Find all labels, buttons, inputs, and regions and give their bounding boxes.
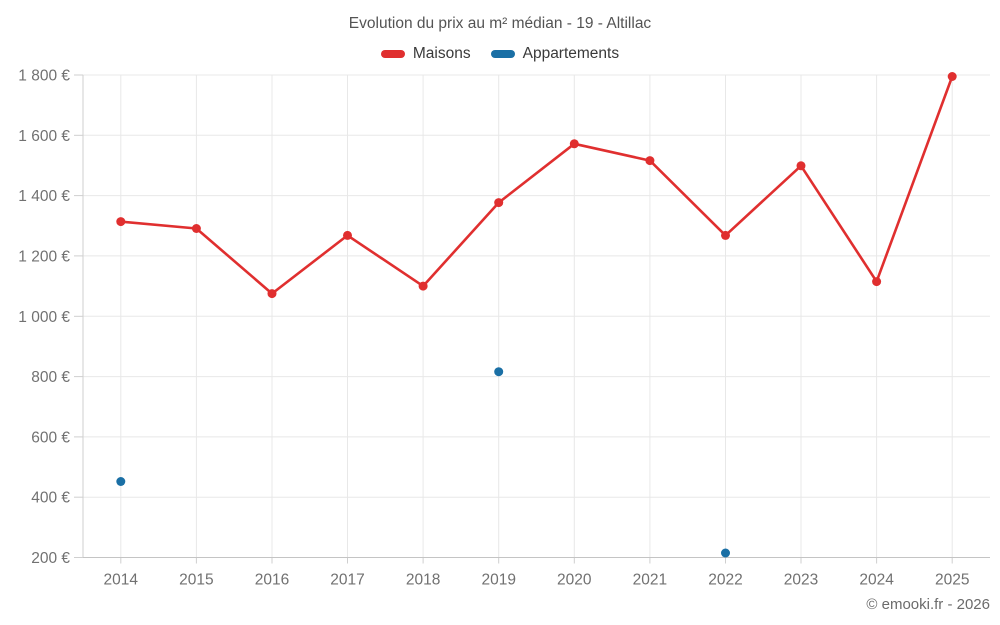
maisons-series-swatch-icon	[380, 50, 405, 58]
svg-text:2021: 2021	[633, 572, 667, 589]
svg-text:1 000 €: 1 000 €	[18, 309, 70, 326]
legend-label-maisons: Maisons	[412, 45, 471, 62]
copyright-footer: © emooki.fr - 2026	[866, 596, 990, 613]
svg-text:600 €: 600 €	[31, 429, 70, 446]
svg-text:1 600 €: 1 600 €	[18, 128, 70, 145]
svg-text:800 €: 800 €	[31, 369, 70, 386]
svg-text:1 200 €: 1 200 €	[18, 248, 70, 265]
svg-text:400 €: 400 €	[31, 490, 70, 507]
chart-legend: Maisons Appartements	[0, 45, 1000, 63]
legend-item-appartements[interactable]: Appartements	[490, 45, 620, 63]
legend-item-maisons[interactable]: Maisons	[380, 45, 471, 63]
svg-text:2019: 2019	[481, 572, 515, 589]
svg-text:1 800 €: 1 800 €	[18, 68, 70, 85]
svg-text:2018: 2018	[406, 572, 440, 589]
svg-text:2025: 2025	[935, 572, 969, 589]
appartements-series-swatch-icon	[490, 50, 515, 58]
legend-label-appartements: Appartements	[522, 45, 620, 62]
svg-text:2022: 2022	[708, 572, 742, 589]
svg-text:2015: 2015	[179, 572, 213, 589]
svg-text:2020: 2020	[557, 572, 592, 589]
svg-text:2014: 2014	[104, 572, 139, 589]
svg-text:2023: 2023	[784, 572, 818, 589]
svg-text:1 400 €: 1 400 €	[18, 188, 70, 205]
svg-text:2017: 2017	[330, 572, 364, 589]
svg-text:2024: 2024	[859, 572, 894, 589]
svg-text:2016: 2016	[255, 572, 289, 589]
chart-title: Evolution du prix au m² médian - 19 - Al…	[348, 15, 652, 32]
svg-text:200 €: 200 €	[31, 550, 70, 567]
